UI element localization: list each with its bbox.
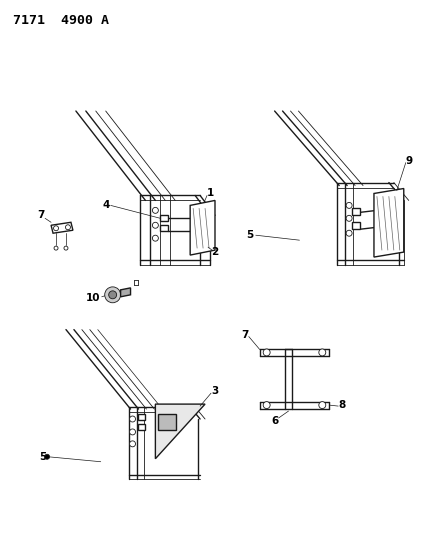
Bar: [158, 414, 176, 430]
Circle shape: [130, 416, 136, 422]
Circle shape: [66, 225, 70, 230]
Circle shape: [130, 429, 136, 435]
Text: 5: 5: [39, 452, 47, 462]
Circle shape: [346, 215, 352, 221]
Polygon shape: [121, 288, 130, 297]
Circle shape: [346, 230, 352, 236]
Bar: [352, 208, 360, 215]
Circle shape: [105, 287, 121, 303]
Circle shape: [263, 349, 270, 356]
Circle shape: [64, 246, 68, 250]
Circle shape: [130, 441, 136, 447]
Bar: [160, 215, 168, 221]
Text: 7: 7: [37, 211, 45, 220]
Text: 10: 10: [86, 293, 101, 303]
Circle shape: [346, 203, 352, 208]
Polygon shape: [155, 404, 205, 459]
Text: 1: 1: [206, 189, 214, 198]
Text: 4: 4: [102, 200, 109, 211]
Circle shape: [152, 207, 158, 213]
Polygon shape: [190, 200, 215, 255]
Text: 7171  4900 A: 7171 4900 A: [13, 14, 109, 27]
Text: 8: 8: [338, 400, 346, 410]
Text: 5: 5: [246, 230, 254, 240]
Bar: [352, 222, 360, 229]
Bar: [160, 225, 168, 231]
Circle shape: [319, 349, 326, 356]
Bar: [139, 414, 145, 420]
Circle shape: [45, 454, 50, 459]
Circle shape: [54, 246, 58, 250]
Text: 9: 9: [405, 156, 412, 166]
Text: 3: 3: [211, 386, 219, 396]
Polygon shape: [374, 189, 404, 257]
Polygon shape: [51, 222, 73, 233]
Circle shape: [109, 291, 117, 299]
Circle shape: [152, 235, 158, 241]
Circle shape: [263, 402, 270, 409]
Text: 6: 6: [271, 416, 278, 426]
Circle shape: [152, 222, 158, 228]
Bar: [139, 424, 145, 430]
Circle shape: [54, 226, 58, 231]
Text: 2: 2: [211, 247, 219, 257]
Circle shape: [319, 402, 326, 409]
Text: 7: 7: [241, 329, 248, 340]
